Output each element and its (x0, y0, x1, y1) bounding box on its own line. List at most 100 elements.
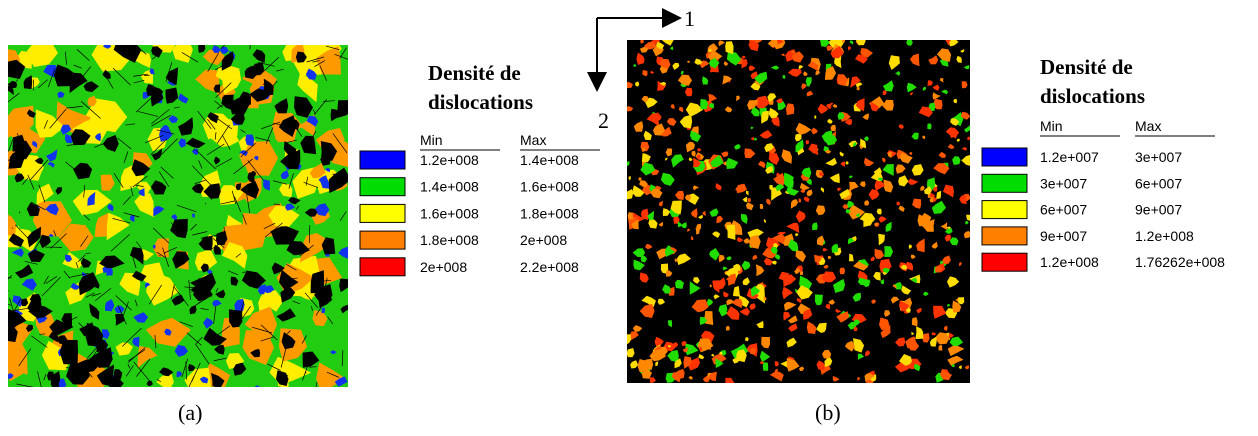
speckle (781, 149, 792, 164)
speckle (921, 212, 932, 222)
grain (228, 95, 251, 115)
speckle (815, 205, 826, 216)
speckle (796, 285, 813, 300)
grain-boundary (117, 137, 132, 150)
grain-boundary (148, 284, 163, 305)
speckle (878, 233, 885, 246)
speckle (709, 248, 720, 261)
grain-boundary (313, 99, 327, 115)
grain (172, 45, 193, 63)
speckle (823, 264, 829, 269)
speckle (887, 152, 892, 159)
speckle (879, 317, 890, 331)
grain-boundary (117, 305, 127, 325)
grain (309, 163, 326, 179)
grain-boundary (127, 363, 131, 369)
speckle (956, 55, 962, 63)
grain-boundary (151, 114, 171, 127)
speckle (672, 62, 680, 70)
speckle (719, 310, 729, 317)
grain-boundary (339, 211, 347, 221)
grain (152, 244, 156, 249)
speckle (627, 189, 633, 200)
speckle (909, 92, 913, 96)
grain (190, 272, 216, 291)
grain (242, 141, 279, 176)
speckle (768, 152, 780, 165)
speckle (905, 336, 916, 349)
grain (149, 68, 155, 75)
grain (29, 294, 42, 303)
speckle (735, 95, 740, 101)
grain (320, 151, 332, 161)
speckle (627, 160, 630, 167)
speckle (853, 141, 857, 147)
speckle (706, 298, 714, 307)
grain-boundary (136, 358, 151, 377)
grain (221, 51, 234, 71)
grain-boundary (63, 270, 71, 279)
grain-boundary (80, 101, 101, 119)
grain-boundary (34, 249, 36, 257)
speckle (882, 157, 886, 163)
speckle (829, 173, 840, 184)
speckle (801, 167, 812, 179)
grain-boundary (125, 365, 134, 377)
grain-boundary (8, 92, 20, 103)
speckle (750, 126, 754, 130)
speckle (855, 54, 868, 64)
grain (8, 59, 26, 79)
speckle (874, 248, 885, 259)
speckle (815, 70, 820, 76)
grain-boundary (16, 383, 34, 387)
grain-boundary (31, 335, 48, 348)
speckle (685, 141, 696, 153)
grain (26, 109, 36, 118)
speckle (640, 255, 648, 263)
grain-boundary (73, 64, 82, 69)
speckle (952, 300, 962, 313)
speckle (770, 246, 778, 254)
speckle (799, 271, 804, 275)
grain-boundary (121, 327, 142, 347)
speckle (938, 151, 947, 158)
grain (215, 289, 226, 299)
speckle (696, 154, 701, 161)
grain-boundary (341, 350, 344, 367)
speckle (783, 172, 795, 184)
speckle (800, 189, 806, 193)
grain-boundary (181, 52, 199, 63)
speckle (692, 185, 700, 191)
grain-boundary (314, 60, 326, 67)
grain (213, 156, 221, 165)
grain-boundary (323, 277, 328, 293)
grain (318, 175, 328, 184)
grain (212, 299, 222, 307)
grain-boundary (150, 138, 168, 156)
grain-boundary (309, 366, 317, 368)
speckle (693, 157, 701, 168)
speckle (658, 221, 664, 227)
speckle (932, 92, 941, 100)
speckle (807, 61, 819, 71)
grain (47, 161, 55, 168)
speckle (674, 258, 679, 262)
grain (325, 167, 330, 172)
speckle (847, 238, 855, 245)
speckle (734, 144, 741, 150)
grain-boundary (130, 186, 134, 197)
grain-boundary (9, 308, 28, 312)
grain-boundary (191, 276, 210, 293)
speckle (895, 164, 906, 174)
speckle (950, 118, 960, 126)
speckle (864, 200, 870, 206)
speckle (683, 356, 692, 369)
legend-min: 1.2e+008 (1040, 254, 1099, 270)
speckle (963, 231, 970, 239)
grain (302, 351, 320, 368)
speckle (811, 127, 818, 135)
grain (300, 135, 317, 155)
speckle (898, 124, 904, 129)
speckle (775, 98, 783, 104)
grain (48, 233, 54, 237)
